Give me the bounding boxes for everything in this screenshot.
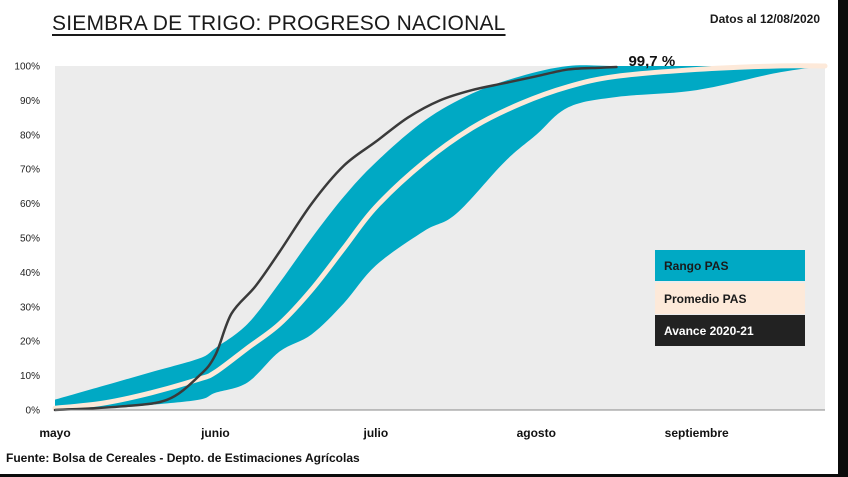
average-line-layer — [52, 63, 828, 411]
legend: Rango PAS Promedio PAS Avance 2020-21 — [655, 250, 805, 346]
legend-swatch-current — [655, 315, 805, 346]
y-tick-label: 20% — [20, 337, 40, 348]
x-tick-label: julio — [362, 426, 388, 440]
y-tick-label: 40% — [20, 268, 40, 279]
average-line — [52, 63, 828, 411]
legend-swatch-average — [655, 283, 805, 314]
window-edge-bottom — [0, 474, 848, 477]
data-date-note: Datos al 12/08/2020 — [709, 12, 820, 26]
x-axis-ticks: mayo junio julio agosto septiembre — [39, 426, 729, 440]
y-tick-label: 70% — [20, 165, 40, 176]
y-tick-label: 30% — [20, 302, 40, 313]
source-note: Fuente: Bolsa de Cereales - Depto. de Es… — [6, 451, 360, 465]
y-axis-ticks: 0% 10% 20% 30% 40% 50% 60% 70% 80% 90% 100% — [14, 62, 40, 417]
range-band-layer — [55, 65, 825, 410]
annotation-layer: 99,7 % — [628, 53, 675, 70]
chart-title: SIEMBRA DE TRIGO: PROGRESO NACIONAL — [52, 12, 506, 35]
x-tick-label: junio — [200, 426, 230, 440]
final-progress-annotation: 99,7 % — [628, 53, 675, 70]
legend-swatch-range — [655, 250, 805, 281]
y-tick-label: 60% — [20, 199, 40, 210]
legend-label-current: Avance 2020-21 — [664, 324, 754, 338]
y-tick-label: 100% — [14, 62, 40, 73]
current-season-line — [53, 65, 618, 412]
legend-label-range: Rango PAS — [664, 259, 728, 273]
current-line-layer — [53, 65, 618, 412]
x-tick-label: agosto — [517, 426, 556, 440]
y-tick-label: 90% — [20, 96, 40, 107]
y-tick-label: 80% — [20, 130, 40, 141]
y-tick-label: 50% — [20, 234, 40, 245]
x-tick-label: septiembre — [665, 426, 729, 440]
y-tick-label: 0% — [26, 406, 41, 417]
x-tick-label: mayo — [39, 426, 70, 440]
y-tick-label: 10% — [20, 371, 40, 382]
window-edge-right — [838, 0, 848, 477]
range-band-area — [55, 65, 825, 410]
legend-label-average: Promedio PAS — [664, 292, 746, 306]
